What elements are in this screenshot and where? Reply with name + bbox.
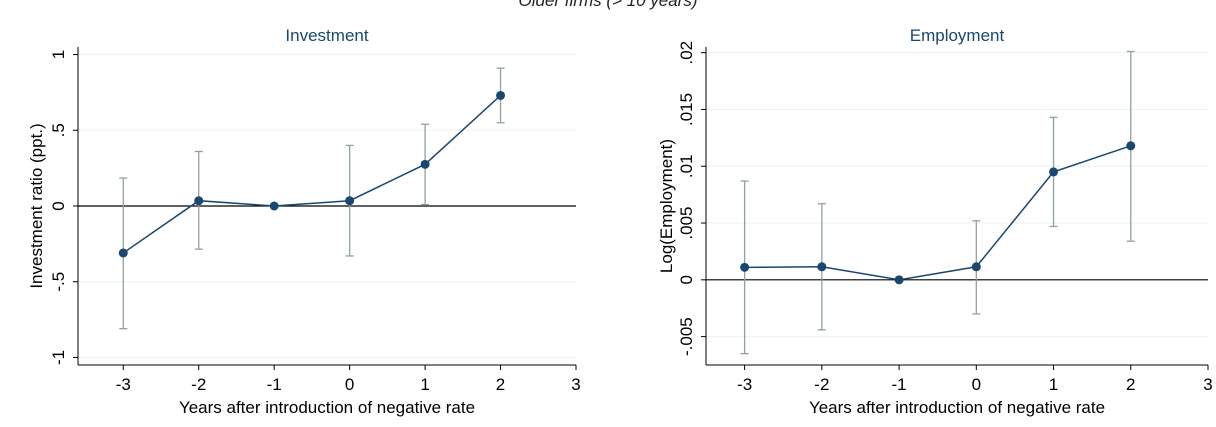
x-tick-label: -3: [737, 375, 752, 394]
data-point: [496, 90, 506, 100]
y-tick-label: -.5: [49, 272, 68, 292]
x-tick-label: -1: [892, 375, 907, 394]
y-tick-label: .01: [677, 154, 696, 178]
x-tick-label: -2: [814, 375, 829, 394]
x-tick-label: -3: [116, 375, 131, 394]
x-tick-label: 3: [571, 375, 580, 394]
data-point: [194, 196, 204, 206]
x-tick-label: 2: [496, 375, 505, 394]
y-tick-label: .5: [49, 123, 68, 137]
y-axis-label: Log(Employment): [657, 139, 676, 273]
x-axis-label: Years after introduction of negative rat…: [179, 398, 475, 417]
x-axis-label: Years after introduction of negative rat…: [809, 398, 1105, 417]
x-tick-label: -2: [191, 375, 206, 394]
data-point: [817, 262, 827, 272]
y-tick-label: .02: [677, 41, 696, 65]
data-point: [420, 159, 430, 169]
figure-title: Older firms (> 10 years): [518, 0, 698, 10]
y-tick-label: 0: [49, 201, 68, 210]
panel-title: Investment: [285, 26, 368, 45]
panel-employment: -.005 0 .005 .01 .015 .02 -3 -2 -1 0 1 2 3 Employment…: [657, 26, 1213, 417]
data-point: [1049, 167, 1059, 177]
y-tick-label: -.005: [677, 317, 696, 356]
x-tick-label: 0: [972, 375, 981, 394]
y-axis-label: Investment ratio (ppt.): [27, 123, 46, 288]
series-line: [744, 145, 1132, 281]
data-point: [894, 275, 904, 285]
data-point: [269, 201, 279, 211]
panel-title: Employment: [910, 26, 1005, 45]
series-line: [122, 94, 502, 254]
panel-investment: -1 -.5 0 .5 1 -3 -2 -1 0 1 2 3 Investment Years after…: [27, 26, 581, 417]
y-tick-label: -1: [49, 350, 68, 365]
x-tick-label: 3: [1203, 375, 1212, 394]
data-point: [971, 262, 981, 272]
x-tick-label: -1: [267, 375, 282, 394]
y-tick-label: .015: [677, 93, 696, 126]
y-tick-label: 0: [677, 275, 696, 284]
x-tick-label: 2: [1126, 375, 1135, 394]
data-point: [1126, 141, 1136, 151]
data-point: [740, 262, 750, 272]
x-tick-label: 1: [1049, 375, 1058, 394]
y-tick-label: .005: [677, 206, 696, 239]
data-point: [345, 196, 355, 206]
y-tick-label: 1: [49, 50, 68, 59]
x-tick-label: 0: [345, 375, 354, 394]
data-point: [118, 248, 128, 258]
x-tick-label: 1: [420, 375, 429, 394]
